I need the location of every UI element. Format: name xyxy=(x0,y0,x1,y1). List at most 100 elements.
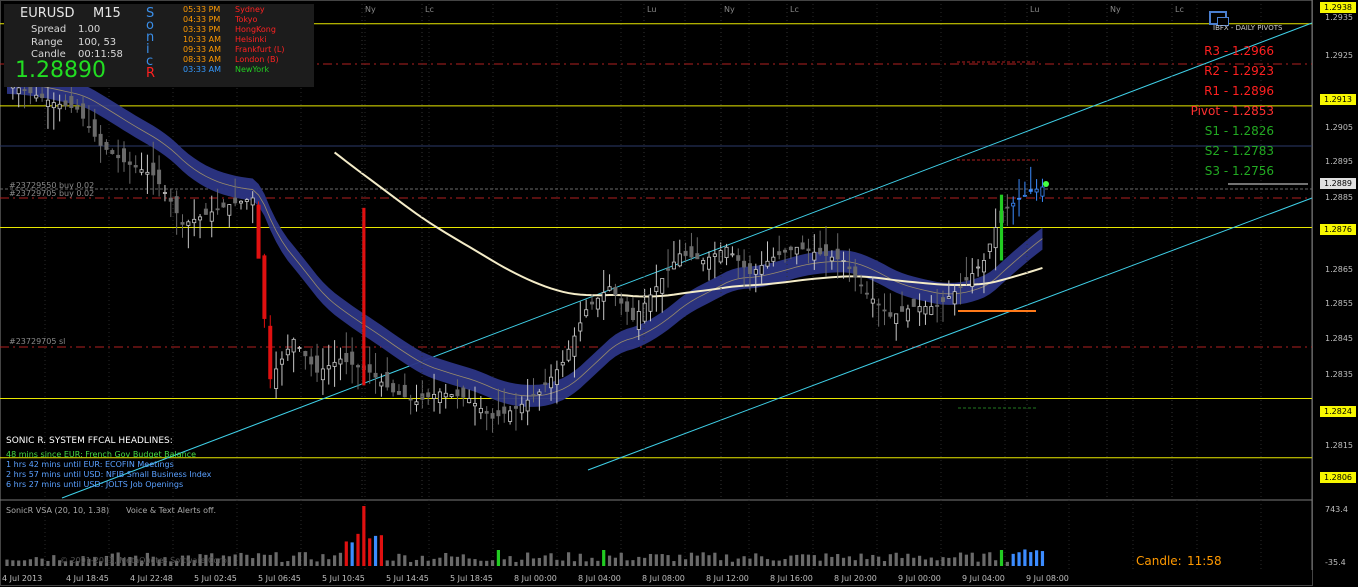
candle-timer-value: 11:58 xyxy=(1187,554,1222,568)
volume-bar xyxy=(93,556,97,566)
volume-bar xyxy=(1035,550,1039,566)
session-marker: Ny xyxy=(1110,5,1121,14)
volume-bar xyxy=(385,560,389,566)
candle-body xyxy=(935,304,940,307)
session-time: 03:33 PM xyxy=(183,25,221,34)
session-name: Tokyo xyxy=(235,15,258,24)
sonic-band-midline xyxy=(6,82,1043,397)
trend-channel-lower xyxy=(587,197,1313,471)
candle-body xyxy=(917,306,922,313)
candle-body xyxy=(279,358,284,365)
volume-bar xyxy=(479,560,483,566)
volume-bar xyxy=(613,557,617,566)
indicator-name: SonicR VSA (20, 10, 1.38) xyxy=(6,506,110,515)
candle-body xyxy=(794,246,799,255)
volume-bar xyxy=(303,552,307,566)
session-name: HongKong xyxy=(235,25,276,34)
session-time: 08:33 AM xyxy=(183,55,221,64)
volume-bar xyxy=(461,554,465,566)
candle-body xyxy=(391,383,396,393)
volume-bar xyxy=(99,561,103,566)
volume-bar xyxy=(935,560,939,566)
candle-body xyxy=(186,221,191,226)
volume-bar xyxy=(245,554,249,566)
volume-bar xyxy=(362,506,366,566)
volume-bar xyxy=(801,554,805,566)
volume-bar xyxy=(315,561,319,566)
indicator-axis-top: 743.4 xyxy=(1325,505,1348,514)
volume-bar xyxy=(75,561,79,566)
candle-body xyxy=(683,250,688,256)
volume-bar xyxy=(812,555,816,566)
candle-body xyxy=(549,376,554,389)
candle-body xyxy=(876,303,881,306)
candle-body xyxy=(847,266,852,270)
candle-body xyxy=(841,260,846,262)
candle-body xyxy=(472,403,477,407)
candle-body xyxy=(543,382,548,385)
candle-body xyxy=(432,394,437,399)
candle-body xyxy=(332,361,337,367)
volume-bar xyxy=(643,557,647,566)
volume-bar xyxy=(526,552,530,566)
session-name: London (B) xyxy=(235,55,279,64)
indicator-alert-status: Voice & Text Alerts off. xyxy=(126,506,217,515)
candle-body xyxy=(777,251,782,256)
candle-body xyxy=(209,211,214,222)
candle-body xyxy=(268,325,273,380)
range-value: 100, 53 xyxy=(78,37,117,48)
candle-body xyxy=(303,351,308,357)
candle-body xyxy=(519,403,524,414)
news-item: 1 hrs 42 mins until EUR: ECOFIN Meetings xyxy=(6,460,174,469)
volume-bar xyxy=(947,557,951,566)
time-tick-label: 8 Jul 12:00 xyxy=(706,574,749,583)
candle-body xyxy=(894,313,899,324)
volume-bar xyxy=(760,556,764,566)
candle-body xyxy=(174,196,179,214)
volume-bar xyxy=(736,558,740,566)
volume-bar xyxy=(795,554,799,566)
volume-bar xyxy=(122,557,126,566)
candle-body xyxy=(145,171,150,175)
candle-body xyxy=(443,392,448,398)
volume-bar xyxy=(953,557,957,566)
candle-body xyxy=(274,368,279,389)
candle-body xyxy=(379,381,384,387)
candle-body xyxy=(408,398,413,401)
candle-body xyxy=(28,86,33,94)
volume-bar xyxy=(490,560,495,566)
candle-body xyxy=(531,394,536,397)
candle-body xyxy=(888,312,893,317)
price-tick-label: 1.2925 xyxy=(1325,51,1353,60)
price-tick-label: 1.2885 xyxy=(1325,193,1353,202)
candle-body xyxy=(900,306,905,312)
volume-bar xyxy=(34,557,38,566)
volume-bar xyxy=(409,561,413,566)
volume-bar xyxy=(420,555,424,566)
volume-bar xyxy=(543,555,547,566)
candle-body xyxy=(92,119,97,137)
session-marker: Lc xyxy=(1175,5,1184,14)
volume-bar xyxy=(297,552,302,566)
candle-body xyxy=(198,216,203,221)
pivot-level-label: Pivot - 1.2853 xyxy=(1190,104,1274,118)
volume-bar xyxy=(455,556,460,566)
candle-body xyxy=(104,141,109,150)
volume-bar xyxy=(572,561,577,566)
volume-bar xyxy=(783,559,787,566)
time-tick-label: 8 Jul 00:00 xyxy=(514,574,557,583)
candle-body xyxy=(127,161,132,165)
candle-body xyxy=(625,301,630,312)
candle-breakout xyxy=(999,194,1004,261)
session-time: 04:33 PM xyxy=(183,15,221,24)
news-item: 6 hrs 27 mins until USD: JOLTS Job Openi… xyxy=(6,480,184,489)
candle-body xyxy=(671,261,676,270)
candle-body xyxy=(373,372,378,378)
volume-bar xyxy=(268,554,272,566)
price-highlight-label: 1.2824 xyxy=(1320,406,1356,417)
price-tick-label: 1.2835 xyxy=(1325,370,1353,379)
volume-bar xyxy=(853,560,857,566)
price-tick-label: 1.2865 xyxy=(1325,265,1353,274)
volume-bar xyxy=(233,554,237,566)
news-title: SONIC R. SYSTEM FFCAL HEADLINES: xyxy=(6,436,173,446)
